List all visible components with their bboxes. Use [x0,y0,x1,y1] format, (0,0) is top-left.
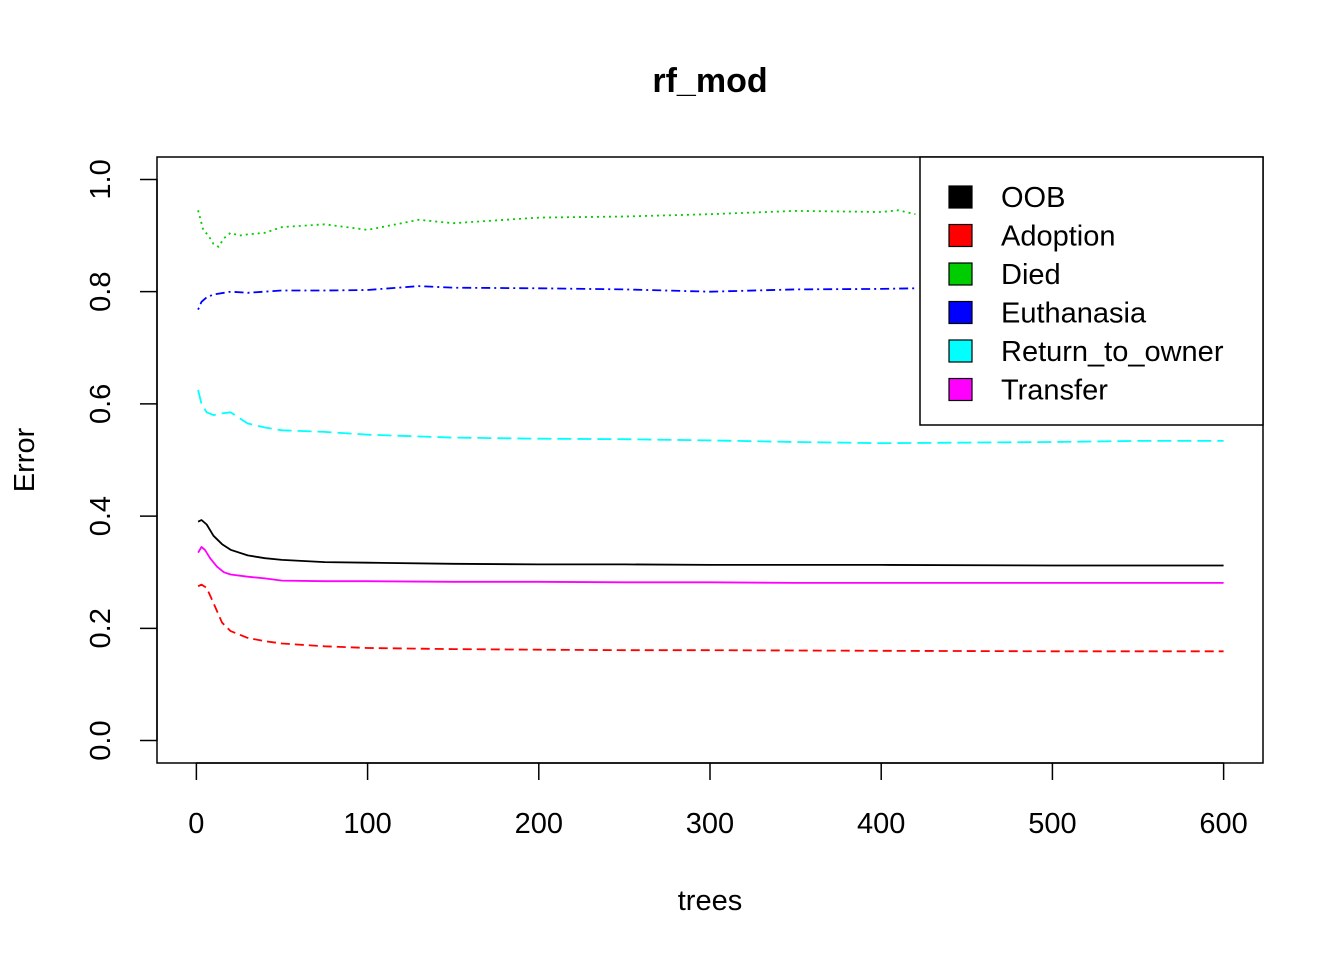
x-tick-label: 200 [515,808,563,840]
x-tick-label: 0 [188,808,204,840]
legend-frame [919,156,1264,426]
legend-label: Euthanasia [1001,298,1147,330]
x-tick-label: 400 [857,808,905,840]
legend: OOB Adoption Died Euthanasia Return_to_owner… [919,156,1264,426]
x-axis-title: trees [678,885,742,917]
y-tick-label: 0.0 [85,720,117,760]
series-line [197,583,1224,653]
series-layer [197,209,1224,653]
legend-swatch [948,339,973,363]
y-tick-label: 0.6 [85,384,117,424]
series-line [197,546,1224,584]
series-line [197,285,916,310]
legend-swatch [948,377,973,402]
legend-label: Died [1001,259,1061,291]
legend-swatch [948,223,973,248]
legend-label: Return_to_owner [1001,336,1224,368]
x-tick-label: 500 [1028,808,1076,840]
series-line [197,389,1224,445]
y-tick-label: 0.4 [85,496,117,536]
legend-swatch [948,262,973,286]
y-tick-label: 1.0 [85,159,117,199]
series-line [197,519,1224,567]
x-tick-label: 100 [343,808,391,840]
x-tick-label: 300 [686,808,734,840]
y-tick-label: 0.2 [85,608,117,648]
series-line [197,209,916,248]
legend-swatch [948,185,973,209]
chart-title: rf_mod [652,62,767,100]
y-axis: 0.0 0.2 0.4 0.6 0.8 1.0 [85,159,158,761]
legend-label: Adoption [1001,221,1116,253]
legend-label: Transfer [1001,375,1108,407]
legend-label: OOB [1001,182,1065,214]
x-tick-label: 600 [1199,808,1247,840]
y-tick-label: 0.8 [85,272,117,312]
y-axis-title: Error [9,427,41,492]
legend-swatch [948,300,973,325]
x-axis: 0 100 200 300 400 500 600 [188,762,1248,840]
